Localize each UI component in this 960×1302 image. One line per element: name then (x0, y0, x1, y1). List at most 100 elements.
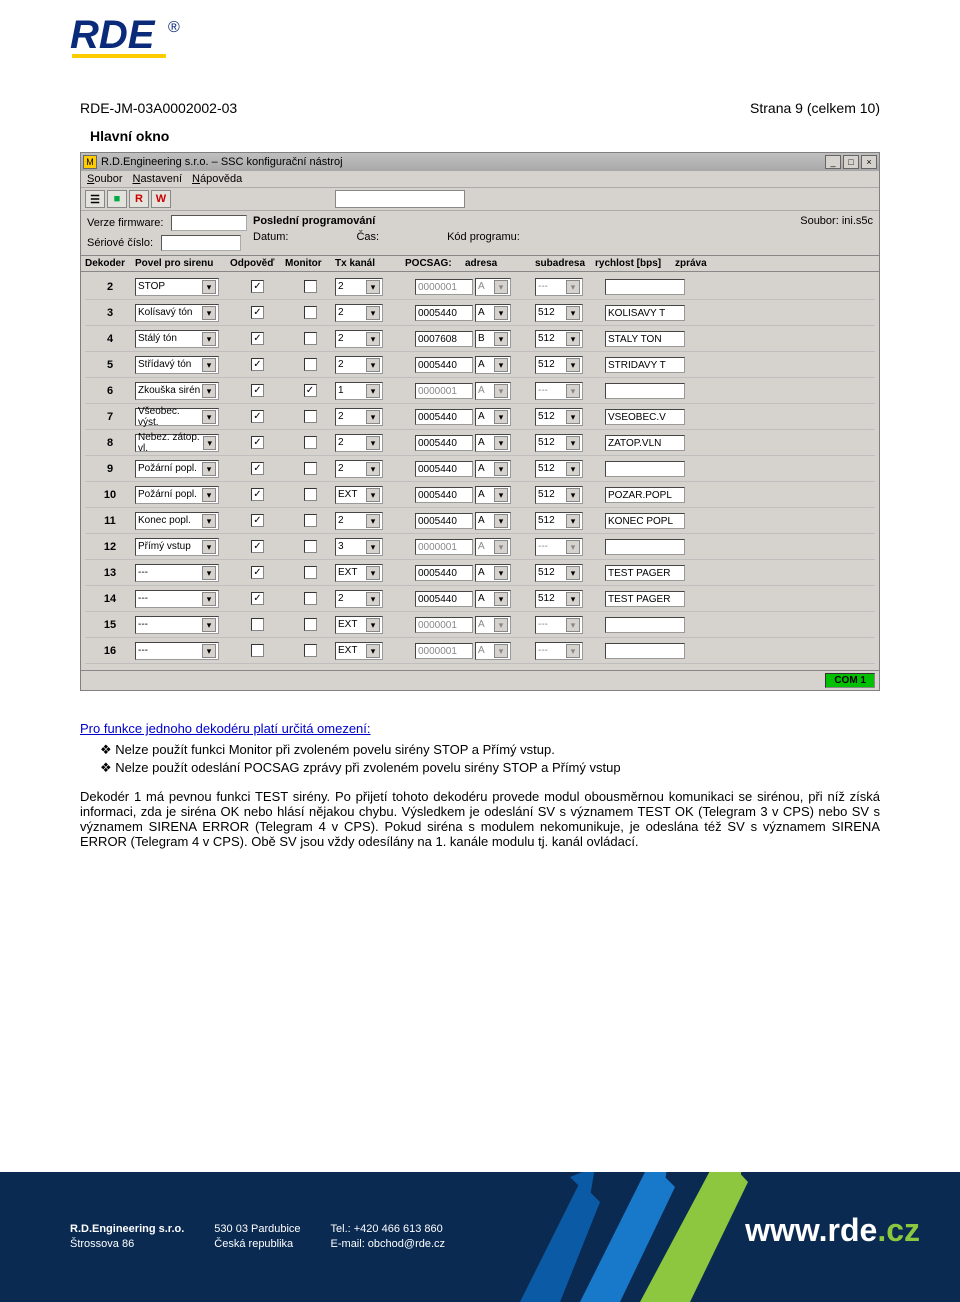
povel-select[interactable]: Požární popl.▾ (135, 486, 219, 504)
adresa-input[interactable]: 0005440 (415, 513, 473, 529)
odpoved-checkbox[interactable]: ✓ (251, 592, 264, 605)
povel-select[interactable]: ---▾ (135, 642, 219, 660)
monitor-checkbox[interactable] (304, 306, 317, 319)
txkanal-select[interactable]: 2▾ (335, 590, 383, 608)
adresa-input[interactable]: 0005440 (415, 591, 473, 607)
toolbar-btn-1[interactable]: ☰ (85, 190, 105, 208)
toolbar-btn-2[interactable]: ■ (107, 190, 127, 208)
zprava-input[interactable]: ZATOP.VLN (605, 435, 685, 451)
txkanal-select[interactable]: 2▾ (335, 512, 383, 530)
povel-select[interactable]: Všeobec. výst.▾ (135, 408, 219, 426)
txkanal-select[interactable]: 2▾ (335, 408, 383, 426)
adresa-input[interactable]: 0005440 (415, 357, 473, 373)
odpoved-checkbox[interactable]: ✓ (251, 384, 264, 397)
txkanal-select[interactable]: 1▾ (335, 382, 383, 400)
zprava-input[interactable] (605, 461, 685, 477)
monitor-checkbox[interactable] (304, 462, 317, 475)
rychlost-select[interactable]: 512▾ (535, 356, 583, 374)
subadresa-select[interactable]: A▾ (475, 434, 511, 452)
adresa-input[interactable]: 0005440 (415, 409, 473, 425)
povel-select[interactable]: Nebez. zátop. vl.▾ (135, 434, 219, 452)
monitor-checkbox[interactable] (304, 436, 317, 449)
zprava-input[interactable] (605, 617, 685, 633)
rychlost-select[interactable]: 512▾ (535, 590, 583, 608)
povel-select[interactable]: Konec popl.▾ (135, 512, 219, 530)
subadresa-select[interactable]: A▾ (475, 304, 511, 322)
rychlost-select[interactable]: 512▾ (535, 304, 583, 322)
monitor-checkbox[interactable] (304, 618, 317, 631)
adresa-input[interactable]: 0005440 (415, 305, 473, 321)
subadresa-select[interactable]: A▾ (475, 564, 511, 582)
close-button[interactable]: × (861, 155, 877, 169)
odpoved-checkbox[interactable]: ✓ (251, 514, 264, 527)
subadresa-select[interactable]: A▾ (475, 486, 511, 504)
rychlost-select[interactable]: 512▾ (535, 512, 583, 530)
zprava-input[interactable]: TEST PAGER (605, 591, 685, 607)
zprava-input[interactable] (605, 279, 685, 295)
povel-select[interactable]: Střídavý tón▾ (135, 356, 219, 374)
rychlost-select[interactable]: 512▾ (535, 460, 583, 478)
subadresa-select[interactable]: A▾ (475, 590, 511, 608)
txkanal-select[interactable]: 2▾ (335, 278, 383, 296)
zprava-input[interactable] (605, 643, 685, 659)
monitor-checkbox[interactable]: ✓ (304, 384, 317, 397)
minimize-button[interactable]: _ (825, 155, 841, 169)
subadresa-select[interactable]: A▾ (475, 460, 511, 478)
txkanal-select[interactable]: EXT▾ (335, 616, 383, 634)
povel-select[interactable]: Zkouška sirén▾ (135, 382, 219, 400)
zprava-input[interactable]: STALY TON (605, 331, 685, 347)
odpoved-checkbox[interactable]: ✓ (251, 280, 264, 293)
povel-select[interactable]: ---▾ (135, 616, 219, 634)
txkanal-select[interactable]: EXT▾ (335, 486, 383, 504)
monitor-checkbox[interactable] (304, 488, 317, 501)
zprava-input[interactable]: STRIDAVY T (605, 357, 685, 373)
adresa-input[interactable]: 0005440 (415, 461, 473, 477)
adresa-input[interactable]: 0005440 (415, 565, 473, 581)
subadresa-select[interactable]: A▾ (475, 512, 511, 530)
txkanal-select[interactable]: 2▾ (335, 330, 383, 348)
monitor-checkbox[interactable] (304, 644, 317, 657)
menu-soubor[interactable]: Soubor (87, 173, 122, 185)
odpoved-checkbox[interactable]: ✓ (251, 410, 264, 423)
adresa-input[interactable]: 0005440 (415, 435, 473, 451)
zprava-input[interactable]: POZAR.POPL (605, 487, 685, 503)
txkanal-select[interactable]: EXT▾ (335, 564, 383, 582)
zprava-input[interactable]: KONEC POPL (605, 513, 685, 529)
povel-select[interactable]: STOP▾ (135, 278, 219, 296)
povel-select[interactable]: ---▾ (135, 564, 219, 582)
odpoved-checkbox[interactable]: ✓ (251, 436, 264, 449)
toolbar-btn-3[interactable]: R (129, 190, 149, 208)
povel-select[interactable]: Přímý vstup▾ (135, 538, 219, 556)
txkanal-select[interactable]: 3▾ (335, 538, 383, 556)
rychlost-select[interactable]: 512▾ (535, 408, 583, 426)
zprava-input[interactable] (605, 539, 685, 555)
odpoved-checkbox[interactable] (251, 618, 264, 631)
menu-napoveda[interactable]: Nápověda (192, 173, 242, 185)
monitor-checkbox[interactable] (304, 280, 317, 293)
txkanal-select[interactable]: 2▾ (335, 304, 383, 322)
monitor-checkbox[interactable] (304, 358, 317, 371)
povel-select[interactable]: Požární popl.▾ (135, 460, 219, 478)
rychlost-select[interactable]: 512▾ (535, 434, 583, 452)
toolbar-btn-4[interactable]: W (151, 190, 171, 208)
odpoved-checkbox[interactable]: ✓ (251, 358, 264, 371)
monitor-checkbox[interactable] (304, 514, 317, 527)
subadresa-select[interactable]: A▾ (475, 356, 511, 374)
odpoved-checkbox[interactable]: ✓ (251, 462, 264, 475)
subadresa-select[interactable]: A▾ (475, 408, 511, 426)
menu-nastaveni[interactable]: Nastavení (132, 173, 182, 185)
body-link[interactable]: Pro funkce jednoho dekodéru platí určitá… (80, 721, 371, 736)
odpoved-checkbox[interactable]: ✓ (251, 332, 264, 345)
zprava-input[interactable]: VSEOBEC.V (605, 409, 685, 425)
odpoved-checkbox[interactable]: ✓ (251, 306, 264, 319)
rychlost-select[interactable]: 512▾ (535, 486, 583, 504)
odpoved-checkbox[interactable]: ✓ (251, 540, 264, 553)
odpoved-checkbox[interactable] (251, 644, 264, 657)
txkanal-select[interactable]: 2▾ (335, 460, 383, 478)
txkanal-select[interactable]: 2▾ (335, 434, 383, 452)
odpoved-checkbox[interactable]: ✓ (251, 566, 264, 579)
maximize-button[interactable]: □ (843, 155, 859, 169)
adresa-input[interactable]: 0007608 (415, 331, 473, 347)
monitor-checkbox[interactable] (304, 332, 317, 345)
adresa-input[interactable]: 0005440 (415, 487, 473, 503)
